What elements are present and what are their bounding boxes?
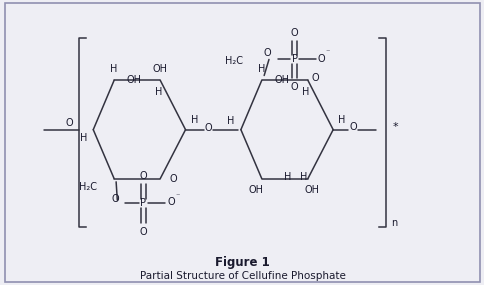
Text: Figure 1: Figure 1 <box>215 256 269 268</box>
Text: OH: OH <box>152 64 167 74</box>
Text: H: H <box>227 116 234 126</box>
Text: H: H <box>79 133 87 143</box>
Text: OH: OH <box>274 75 289 85</box>
Text: n: n <box>390 218 396 228</box>
Text: O: O <box>348 122 356 132</box>
Text: H: H <box>257 64 265 74</box>
Text: OH: OH <box>127 75 142 85</box>
Text: O: O <box>317 54 324 64</box>
Text: O: O <box>112 194 119 204</box>
Text: *: * <box>392 122 398 132</box>
Text: ⁻: ⁻ <box>175 191 180 200</box>
Text: H: H <box>338 115 345 125</box>
Text: P: P <box>291 54 297 64</box>
Text: OH: OH <box>304 185 319 195</box>
Text: O: O <box>139 227 147 237</box>
Text: H₂C: H₂C <box>79 182 97 192</box>
Text: P: P <box>140 198 146 209</box>
Text: O: O <box>204 123 212 133</box>
Text: OH: OH <box>248 185 263 195</box>
Text: H₂C: H₂C <box>225 56 243 66</box>
Text: O: O <box>169 174 176 184</box>
Text: ⁻: ⁻ <box>325 48 329 57</box>
Text: H: H <box>154 87 162 97</box>
Text: O: O <box>290 82 298 92</box>
Text: H: H <box>190 115 197 125</box>
Text: H: H <box>300 172 307 182</box>
Text: O: O <box>290 28 298 38</box>
Text: H: H <box>110 64 118 74</box>
Text: O: O <box>139 171 147 181</box>
Text: O: O <box>311 73 319 83</box>
Text: Partial Structure of Cellufine Phosphate: Partial Structure of Cellufine Phosphate <box>139 272 345 282</box>
Text: O: O <box>263 48 271 58</box>
Text: O: O <box>167 197 175 207</box>
Text: H: H <box>302 87 309 97</box>
Text: O: O <box>65 118 73 128</box>
Text: H: H <box>284 172 291 182</box>
